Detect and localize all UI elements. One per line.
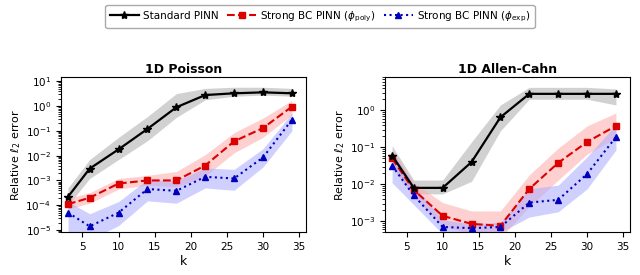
X-axis label: k: k xyxy=(504,255,511,268)
Y-axis label: Relative $\ell_2$ error: Relative $\ell_2$ error xyxy=(9,109,23,200)
Title: 1D Allen-Cahn: 1D Allen-Cahn xyxy=(458,63,557,76)
Y-axis label: Relative $\ell_2$ error: Relative $\ell_2$ error xyxy=(333,109,347,200)
X-axis label: k: k xyxy=(180,255,187,268)
Legend: Standard PINN, Strong BC PINN ($\phi_{\mathrm{poly}}$), Strong BC PINN ($\phi_{\: Standard PINN, Strong BC PINN ($\phi_{\m… xyxy=(106,5,534,28)
Title: 1D Poisson: 1D Poisson xyxy=(145,63,222,76)
